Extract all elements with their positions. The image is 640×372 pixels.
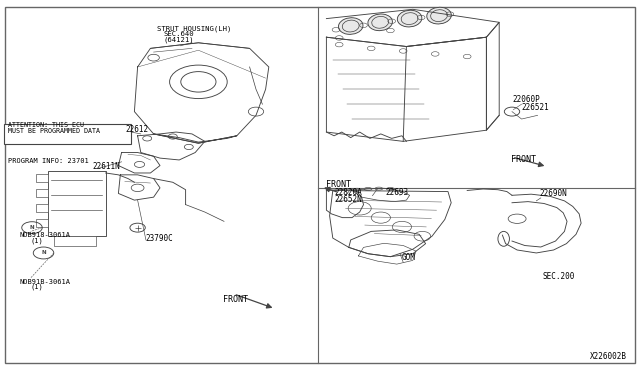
Text: 22612: 22612 — [125, 125, 148, 134]
Bar — [36, 204, 48, 212]
Text: 22690N: 22690N — [540, 189, 567, 198]
Text: (1): (1) — [31, 284, 44, 290]
Bar — [54, 236, 96, 246]
Text: FRONT: FRONT — [223, 295, 248, 304]
Text: 23790C: 23790C — [146, 234, 173, 243]
Text: 22611N: 22611N — [93, 162, 120, 171]
Text: SEC.640: SEC.640 — [163, 31, 194, 37]
Text: NOB91B-3061A: NOB91B-3061A — [19, 279, 70, 285]
Text: 22652N: 22652N — [334, 195, 362, 204]
Text: MUST BE PROGRAMMED DATA: MUST BE PROGRAMMED DATA — [8, 128, 100, 134]
Bar — [36, 174, 48, 182]
Bar — [48, 171, 106, 236]
Text: 22693: 22693 — [386, 188, 409, 197]
Text: X226002B: X226002B — [590, 352, 627, 361]
Text: (1): (1) — [31, 237, 44, 244]
Bar — [36, 189, 48, 197]
Text: 226521: 226521 — [522, 103, 549, 112]
Text: 22820A: 22820A — [334, 188, 362, 197]
Text: NOB918-3061A: NOB918-3061A — [19, 232, 70, 238]
Text: FRONT: FRONT — [511, 155, 536, 164]
Ellipse shape — [397, 10, 422, 27]
Ellipse shape — [339, 18, 363, 34]
Polygon shape — [486, 22, 499, 130]
Text: ATTENTION: THIS ECU: ATTENTION: THIS ECU — [8, 122, 84, 128]
Text: 22060P: 22060P — [512, 95, 540, 104]
Text: N: N — [29, 225, 35, 230]
FancyBboxPatch shape — [4, 124, 131, 144]
Text: FRONT: FRONT — [326, 180, 351, 189]
Bar — [36, 219, 48, 227]
FancyBboxPatch shape — [5, 7, 635, 363]
Text: PROGRAM INFO: 23701: PROGRAM INFO: 23701 — [8, 158, 88, 164]
Text: (64121): (64121) — [163, 36, 194, 43]
Text: GOM: GOM — [402, 253, 416, 262]
Polygon shape — [326, 9, 499, 46]
Text: N: N — [41, 250, 46, 256]
Ellipse shape — [368, 14, 392, 31]
Ellipse shape — [427, 7, 451, 24]
Text: SEC.200: SEC.200 — [543, 272, 575, 281]
Text: STRUT HOUSING(LH): STRUT HOUSING(LH) — [157, 25, 231, 32]
